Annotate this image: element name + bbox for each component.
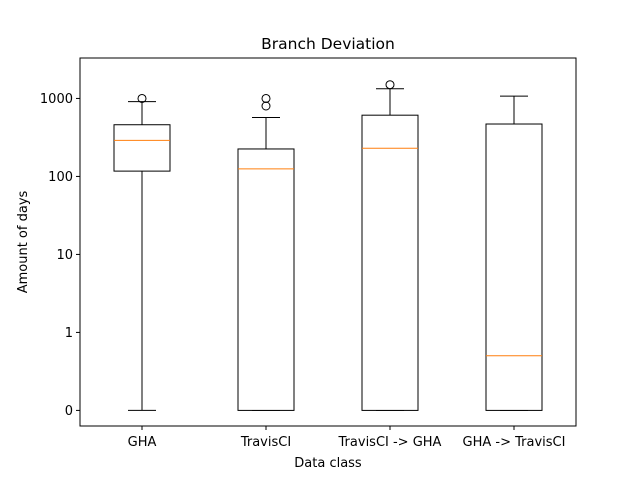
y-tick-label: 1000 [40,92,73,107]
chart-title: Branch Deviation [261,35,395,53]
y-tick-label: 10 [56,248,73,263]
y-tick-label: 0 [65,404,73,419]
x-axis: GHA TravisCI TravisCI -> GHA GHA -> TravisC… [128,426,566,450]
x-tick-label: TravisCI [240,435,291,450]
box-group-0 [113,93,171,411]
box-group-2 [361,80,419,411]
outlier-point [385,80,395,90]
outlier-point [137,93,147,103]
boxes-layer [113,80,543,411]
box-iqr [485,123,543,411]
x-axis-label: Data class [294,456,362,471]
box-iqr [361,114,419,411]
plot-area-frame [79,57,577,427]
y-axis: 0 1 10 100 1000 [40,92,80,419]
y-axis-label: Amount of days [16,190,31,293]
x-tick-label: GHA -> TravisCI [463,435,566,450]
x-tick-label: TravisCI -> GHA [338,435,442,450]
box-iqr [113,124,171,172]
y-tick-label: 100 [48,170,73,185]
y-tick-label: 1 [65,326,73,341]
box-group-1 [237,93,295,411]
outlier-point [261,93,271,103]
box-iqr [237,148,295,411]
box-group-3 [485,95,543,411]
x-tick-label: GHA [128,435,157,450]
